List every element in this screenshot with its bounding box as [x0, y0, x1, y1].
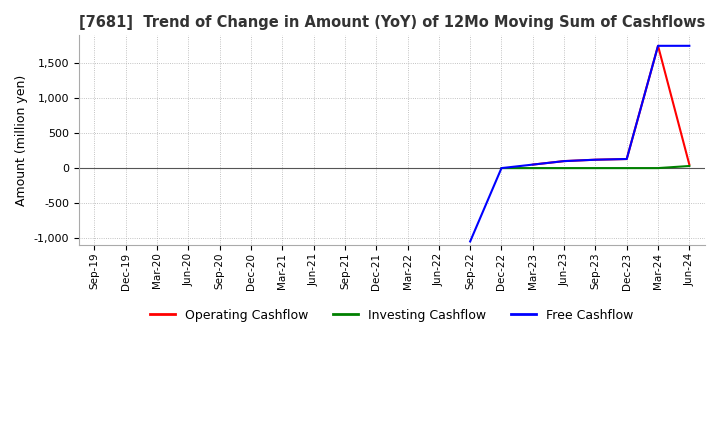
Title: [7681]  Trend of Change in Amount (YoY) of 12Mo Moving Sum of Cashflows: [7681] Trend of Change in Amount (YoY) o… [78, 15, 705, 30]
Legend: Operating Cashflow, Investing Cashflow, Free Cashflow: Operating Cashflow, Investing Cashflow, … [145, 304, 639, 327]
Y-axis label: Amount (million yen): Amount (million yen) [15, 74, 28, 206]
